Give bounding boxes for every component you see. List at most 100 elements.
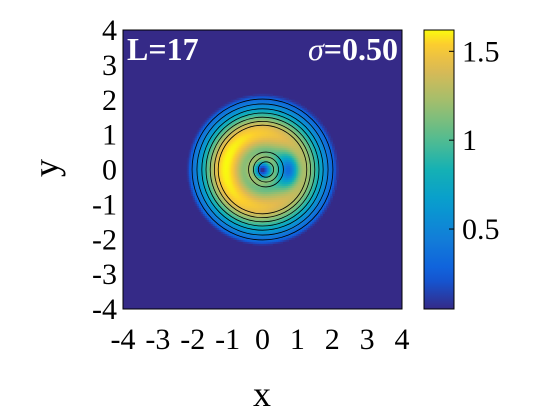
heatmap-cell [312,195,315,198]
heatmap-cell [292,111,295,115]
heatmap-cell [224,137,228,141]
heatmap-cell [192,143,196,147]
heatmap-cell [328,185,331,189]
heatmap-cell [290,155,293,159]
heatmap-cell [274,165,278,169]
heatmap-cell [272,155,276,159]
heatmap-cell [252,241,256,244]
heatmap-cell [242,159,246,163]
heatmap-cell [300,179,303,183]
heatmap-cell [192,165,196,169]
heatmap-cell [250,109,254,113]
heatmap-cell [214,159,218,163]
heatmap-cell [312,181,315,185]
heatmap-cell [262,241,266,244]
heatmap-cell [320,167,323,171]
heatmap-cell [288,131,291,135]
heatmap-cell [252,125,256,129]
heatmap-cell [290,209,293,212]
heatmap-cell [278,105,282,109]
heatmap-cell [254,131,258,135]
heatmap-cell [288,165,291,169]
heatmap-cell [200,155,204,159]
heatmap-cell [198,167,202,171]
heatmap-cell [296,127,299,131]
heatmap-cell [186,157,190,161]
heatmap-cell [312,115,315,119]
heatmap-cell [292,139,295,143]
heatmap-cell [332,191,335,195]
heatmap-cell [242,191,246,195]
heatmap-cell [258,93,262,97]
heatmap-cell [202,131,206,135]
heatmap-cell [208,139,212,143]
heatmap-cell [228,167,232,171]
heatmap-cell [326,135,329,139]
heatmap-cell [254,121,258,125]
heatmap-cell [282,147,286,151]
heatmap-cell [298,227,301,230]
heatmap-cell [210,203,214,206]
heatmap-cell [322,167,325,171]
heatmap-cell [254,235,258,238]
heatmap-cell [266,151,270,155]
heatmap-cell [204,199,208,202]
heatmap-cell [280,217,284,220]
heatmap-cell [260,237,264,240]
heatmap-cell [214,167,218,171]
heatmap-cell [276,121,280,125]
heatmap-cell [318,137,321,141]
heatmap-cell [234,121,238,125]
heatmap-cell [264,149,268,153]
heatmap-cell [242,201,246,204]
heatmap-cell [266,243,270,246]
heatmap-cell [318,159,321,163]
heatmap-cell [210,175,214,179]
heatmap-cell [302,217,305,220]
heatmap-cell [284,141,288,145]
heatmap-cell [316,213,319,216]
heatmap-cell [206,133,210,137]
heatmap-cell [290,199,293,202]
heatmap-cell [236,163,240,167]
heatmap-cell [270,177,274,181]
heatmap-cell [280,227,284,230]
heatmap-cell [302,229,305,232]
heatmap-cell [242,203,246,206]
heatmap-cell [198,205,202,208]
heatmap-cell [328,147,331,151]
heatmap-cell [274,157,278,161]
heatmap-cell [320,145,323,149]
heatmap-cell [258,127,262,131]
heatmap-cell [222,103,226,107]
heatmap-cell [286,233,289,236]
heatmap-cell [282,163,286,167]
heatmap-cell [212,225,216,228]
heatmap-cell [272,193,276,196]
heatmap-cell [290,223,293,226]
heatmap-cell [220,145,224,149]
heatmap-cell [324,169,327,173]
heatmap-cell [292,225,295,228]
heatmap-cell [260,141,264,145]
heatmap-cell [258,213,262,216]
heatmap-cell [238,223,242,226]
heatmap-cell [274,211,278,214]
heatmap-cell [274,185,278,189]
heatmap-cell [320,193,323,196]
heatmap-cell [298,149,301,153]
heatmap-cell [286,163,289,167]
heatmap-cell [212,113,216,117]
heatmap-cell [258,159,262,163]
heatmap-cell [210,161,214,165]
heatmap-cell [194,203,198,206]
heatmap-cell [268,133,272,137]
heatmap-cell [230,185,234,189]
heatmap-cell [216,127,220,131]
heatmap-cell [316,189,319,193]
heatmap-cell [250,101,254,105]
heatmap-cell [318,129,321,133]
heatmap-cell [240,109,244,113]
heatmap-cell [244,203,248,206]
heatmap-cell [262,235,266,238]
